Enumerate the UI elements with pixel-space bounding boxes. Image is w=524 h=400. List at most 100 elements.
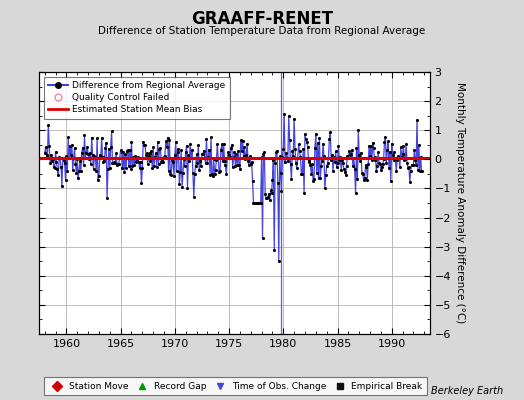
Point bbox=[286, 136, 294, 143]
Point bbox=[93, 135, 101, 141]
Point bbox=[118, 165, 127, 171]
Point bbox=[55, 154, 63, 160]
Point bbox=[221, 162, 230, 169]
Point bbox=[398, 154, 406, 160]
Point bbox=[316, 175, 324, 181]
Point bbox=[196, 158, 204, 164]
Point bbox=[276, 153, 284, 159]
Point bbox=[366, 153, 374, 159]
Point bbox=[67, 152, 75, 159]
Point bbox=[414, 167, 422, 173]
Point bbox=[406, 179, 414, 185]
Point bbox=[165, 167, 173, 174]
Point bbox=[340, 166, 348, 172]
Point bbox=[70, 155, 78, 161]
Point bbox=[378, 161, 387, 167]
Point bbox=[213, 141, 222, 148]
Point bbox=[217, 146, 225, 153]
Point bbox=[343, 152, 352, 159]
Text: Difference of Station Temperature Data from Regional Average: Difference of Station Temperature Data f… bbox=[99, 26, 425, 36]
Point bbox=[326, 129, 334, 136]
Point bbox=[329, 168, 337, 174]
Point bbox=[354, 127, 363, 134]
Point bbox=[270, 246, 278, 253]
Point bbox=[132, 158, 140, 165]
Point bbox=[396, 164, 404, 170]
Point bbox=[379, 156, 388, 163]
Point bbox=[131, 153, 139, 160]
Point bbox=[353, 176, 362, 182]
Point bbox=[83, 144, 91, 150]
Point bbox=[58, 182, 66, 189]
Point bbox=[358, 171, 367, 178]
Point bbox=[234, 148, 242, 154]
Point bbox=[227, 142, 236, 148]
Point bbox=[149, 144, 157, 150]
Point bbox=[404, 165, 412, 172]
Point bbox=[244, 157, 252, 164]
Point bbox=[199, 151, 207, 158]
Point bbox=[384, 138, 392, 144]
Point bbox=[170, 172, 178, 179]
Point bbox=[209, 172, 217, 179]
Point bbox=[136, 159, 145, 165]
Point bbox=[197, 163, 205, 169]
Point bbox=[204, 154, 212, 161]
Point bbox=[89, 166, 97, 172]
Point bbox=[277, 188, 286, 194]
Point bbox=[388, 140, 396, 147]
Point bbox=[161, 152, 169, 159]
Point bbox=[86, 161, 95, 167]
Point bbox=[351, 165, 359, 172]
Point bbox=[116, 147, 125, 154]
Legend: Station Move, Record Gap, Time of Obs. Change, Empirical Break: Station Move, Record Gap, Time of Obs. C… bbox=[44, 378, 427, 396]
Point bbox=[364, 160, 373, 167]
Point bbox=[65, 155, 73, 161]
Point bbox=[106, 165, 114, 171]
Point bbox=[385, 165, 393, 171]
Point bbox=[122, 165, 130, 171]
Point bbox=[254, 200, 262, 206]
Point bbox=[378, 163, 386, 170]
Point bbox=[61, 176, 70, 183]
Point bbox=[237, 148, 246, 154]
Point bbox=[155, 160, 163, 167]
Point bbox=[137, 180, 146, 186]
Point bbox=[79, 144, 87, 151]
Point bbox=[141, 152, 150, 158]
Point bbox=[304, 159, 313, 166]
Point bbox=[337, 166, 345, 173]
Point bbox=[88, 134, 96, 141]
Point bbox=[141, 142, 149, 149]
Point bbox=[373, 163, 381, 169]
Point bbox=[299, 145, 308, 152]
Point bbox=[120, 169, 128, 176]
Point bbox=[348, 162, 357, 169]
Point bbox=[76, 158, 84, 164]
Point bbox=[212, 157, 221, 164]
Point bbox=[377, 166, 385, 173]
Point bbox=[355, 152, 363, 158]
Point bbox=[280, 111, 288, 118]
Point bbox=[64, 134, 72, 141]
Point bbox=[177, 147, 185, 153]
Point bbox=[386, 149, 394, 155]
Point bbox=[210, 156, 218, 162]
Point bbox=[269, 156, 278, 163]
Point bbox=[322, 163, 331, 170]
Point bbox=[367, 143, 375, 149]
Point bbox=[119, 149, 127, 155]
Point bbox=[158, 157, 167, 164]
Point bbox=[250, 200, 258, 206]
Point bbox=[48, 158, 56, 164]
Point bbox=[211, 171, 219, 178]
Point bbox=[183, 184, 192, 191]
Point bbox=[235, 162, 243, 168]
Point bbox=[414, 141, 423, 148]
Point bbox=[245, 162, 253, 168]
Point bbox=[127, 139, 136, 145]
Point bbox=[228, 164, 237, 170]
Point bbox=[275, 258, 283, 264]
Point bbox=[265, 191, 273, 197]
Point bbox=[86, 149, 94, 156]
